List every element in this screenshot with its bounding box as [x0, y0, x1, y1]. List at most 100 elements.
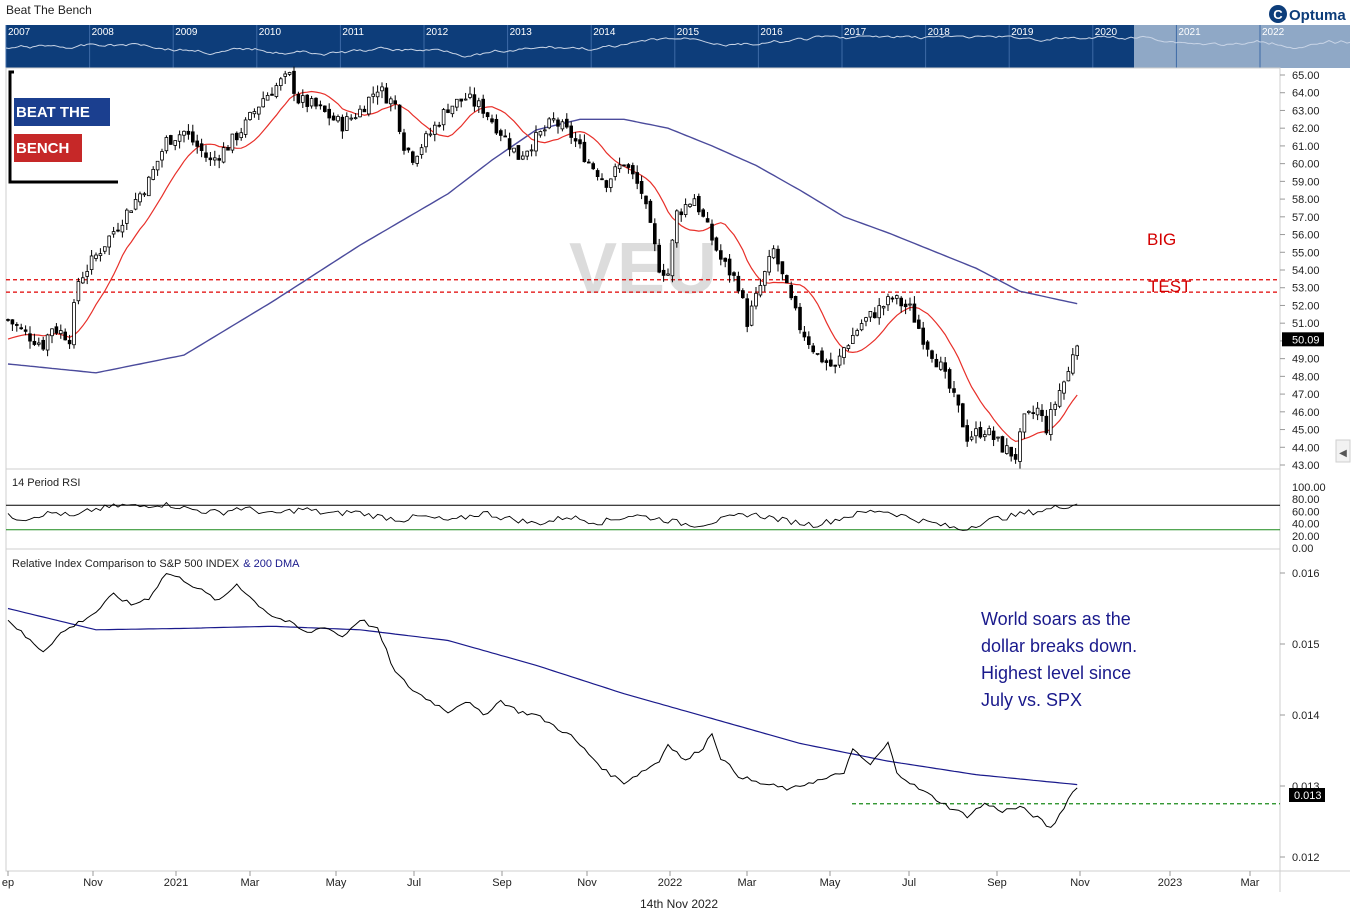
- price-candle: [560, 119, 565, 132]
- price-candle: [371, 86, 375, 104]
- x-tick-label: May: [326, 877, 347, 889]
- x-tick-label: Nov: [1070, 877, 1090, 889]
- price-candle: [886, 293, 890, 312]
- x-tick-label: Jul: [902, 877, 916, 889]
- price-candle: [463, 92, 468, 101]
- price-candle: [859, 319, 864, 332]
- rsi-tick-label: 0.00: [1292, 543, 1313, 555]
- optuma-brand: C Optuma: [1269, 5, 1346, 24]
- price-candle: [125, 208, 129, 230]
- price-candle: [991, 426, 996, 447]
- price-candle: [344, 112, 349, 131]
- overview-year-label: 2022: [1262, 27, 1285, 38]
- price-candle: [503, 129, 507, 138]
- price-candle: [710, 219, 714, 246]
- logo-band-red: [14, 134, 82, 162]
- price-candle: [1044, 409, 1049, 436]
- price-candle: [1031, 405, 1036, 420]
- note-line-4: July vs. SPX: [981, 690, 1082, 710]
- price-candle: [864, 316, 868, 327]
- price-candle: [525, 150, 529, 161]
- overview-year-label: 2013: [510, 27, 533, 38]
- price-candle: [424, 130, 428, 153]
- overview-background: [6, 25, 1350, 68]
- price-candle: [160, 148, 164, 168]
- price-candle: [59, 324, 63, 339]
- price-candle: [965, 419, 969, 447]
- relative-200dma-line: [7, 607, 1078, 786]
- price-candle: [556, 117, 560, 134]
- price-candle: [688, 203, 692, 208]
- scroll-handle[interactable]: ◀: [1335, 439, 1351, 463]
- rsi-tick-label: 40.00: [1292, 519, 1320, 531]
- price-candle: [908, 297, 912, 311]
- x-tick-label: ep: [2, 877, 14, 889]
- price-candle: [903, 299, 908, 315]
- price-candle: [1000, 435, 1005, 453]
- price-candle: [1053, 401, 1058, 417]
- annotation-big: BIG: [1147, 230, 1176, 249]
- price-tick-label: 49.00: [1292, 354, 1320, 366]
- price-candle: [1040, 404, 1044, 422]
- price-candle: [120, 219, 125, 238]
- price-candle: [195, 134, 200, 154]
- relative-legend-index: Relative Index Comparison to S&P 500 IND…: [12, 558, 240, 570]
- price-candle: [705, 211, 710, 223]
- rsi-tick-label: 20.00: [1292, 531, 1320, 543]
- overview-navigator[interactable]: 2007 2008 2009 2010 2011 2012 2013 2014 2015 2016…: [5, 25, 1351, 68]
- price-candle: [802, 326, 807, 341]
- price-candle: [81, 271, 85, 284]
- price-tick-label: 43.00: [1292, 460, 1320, 472]
- price-candle: [1022, 413, 1027, 439]
- price-candle: [146, 175, 151, 197]
- price-candle: [934, 353, 939, 368]
- price-candle: [543, 125, 547, 137]
- price-candle: [204, 145, 208, 162]
- price-candle: [741, 288, 745, 299]
- price-candle: [939, 356, 943, 371]
- price-candle: [507, 132, 512, 157]
- price-candle: [6, 318, 10, 322]
- price-candle: [578, 134, 582, 149]
- price-candle: [217, 154, 222, 169]
- price-candle: [516, 145, 521, 160]
- price-candle: [133, 192, 138, 211]
- overview-year-label: 2010: [259, 27, 282, 38]
- price-candle: [595, 168, 600, 181]
- overview-selection[interactable]: [1134, 25, 1350, 68]
- price-candle: [657, 238, 661, 274]
- x-tick-label: 2022: [658, 877, 682, 889]
- ma-50-line: [7, 90, 1078, 443]
- price-candle: [785, 274, 789, 284]
- price-candle: [305, 94, 309, 113]
- price-candle: [459, 98, 463, 108]
- price-tick-label: 45.00: [1292, 425, 1320, 437]
- price-candle: [358, 105, 362, 118]
- overview-year-label: 2019: [1011, 27, 1034, 38]
- logo-band-blue: [14, 98, 110, 126]
- price-tick-label: 61.00: [1292, 141, 1320, 153]
- price-candle: [974, 421, 978, 444]
- price-tick-label: 65.00: [1292, 70, 1320, 82]
- relative-tick-label: 0.012: [1292, 852, 1320, 864]
- price-candle: [1005, 438, 1009, 455]
- price-candle: [331, 112, 336, 121]
- price-candle: [613, 163, 617, 181]
- price-candle: [129, 210, 134, 213]
- price-candle: [1057, 383, 1062, 409]
- price-candle: [978, 421, 983, 439]
- logo-line-1: BEAT THE: [16, 104, 90, 121]
- overview-year-label: 2016: [760, 27, 783, 38]
- price-candle: [758, 278, 763, 298]
- price-tick-label: 51.00: [1292, 318, 1320, 330]
- price-candle: [604, 179, 609, 193]
- price-candle: [98, 248, 103, 262]
- note-line-1: World soars as the: [981, 609, 1131, 629]
- note-line-2: dollar breaks down.: [981, 636, 1137, 656]
- price-candle: [380, 82, 384, 99]
- price-candle: [173, 140, 178, 151]
- price-candle: [63, 328, 67, 341]
- x-tick-label: Jul: [407, 877, 421, 889]
- price-candle: [631, 162, 635, 180]
- price-candle: [270, 87, 274, 96]
